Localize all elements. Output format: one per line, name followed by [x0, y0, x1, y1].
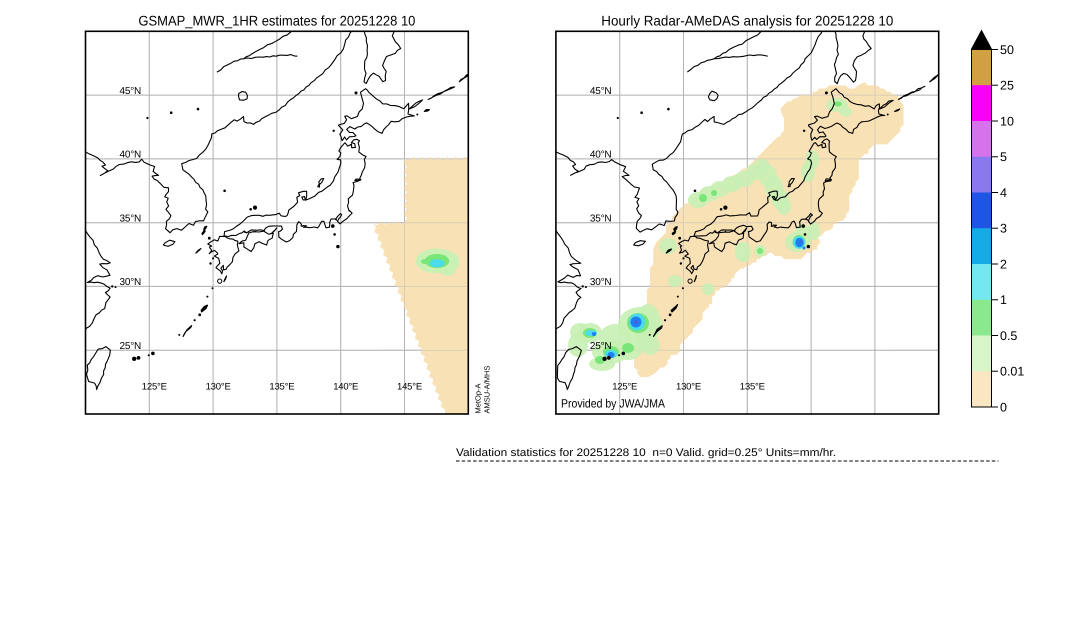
svg-text:3: 3: [1000, 222, 1007, 236]
svg-text:10: 10: [1000, 114, 1014, 128]
svg-text:45°N: 45°N: [120, 86, 142, 97]
svg-text:135°E: 135°E: [269, 382, 294, 393]
svg-text:GSMAP_MWR_1HR estimates for 20: GSMAP_MWR_1HR estimates for 20251228 10: [138, 12, 415, 28]
svg-text:130°E: 130°E: [206, 382, 231, 393]
svg-text:50: 50: [1000, 43, 1014, 57]
svg-text:35°N: 35°N: [120, 213, 142, 224]
svg-text:AMSU-A/MHS: AMSU-A/MHS: [483, 366, 492, 414]
svg-text:35°N: 35°N: [590, 213, 612, 224]
svg-text:25: 25: [1000, 79, 1014, 93]
svg-text:40°N: 40°N: [120, 150, 142, 161]
svg-text:125°E: 125°E: [142, 382, 167, 393]
svg-text:Hourly Radar-AMeDAS analysis f: Hourly Radar-AMeDAS analysis for 2025122…: [601, 12, 893, 28]
svg-text:30°N: 30°N: [120, 277, 142, 288]
svg-text:145°E: 145°E: [397, 382, 422, 393]
svg-text:125°E: 125°E: [612, 382, 637, 393]
svg-text:5: 5: [1000, 150, 1007, 164]
svg-text:MetOp-A: MetOp-A: [474, 383, 483, 413]
svg-text:0.01: 0.01: [1000, 365, 1024, 379]
svg-text:130°E: 130°E: [676, 382, 701, 393]
svg-text:4: 4: [1000, 186, 1007, 200]
svg-text:40°N: 40°N: [590, 150, 612, 161]
svg-text:30°N: 30°N: [590, 277, 612, 288]
svg-text:1: 1: [1000, 293, 1007, 307]
svg-text:Validation statistics for 2025: Validation statistics for 20251228 10 n=…: [456, 447, 836, 459]
svg-text:Provided by JWA/JMA: Provided by JWA/JMA: [561, 397, 665, 411]
svg-text:45°N: 45°N: [590, 86, 612, 97]
svg-text:135°E: 135°E: [740, 382, 765, 393]
svg-text:25°N: 25°N: [590, 341, 612, 352]
svg-text:140°E: 140°E: [333, 382, 358, 393]
svg-text:0: 0: [1000, 400, 1007, 414]
svg-text:25°N: 25°N: [120, 341, 142, 352]
svg-text:0.5: 0.5: [1000, 329, 1017, 343]
svg-text:2: 2: [1000, 257, 1007, 271]
